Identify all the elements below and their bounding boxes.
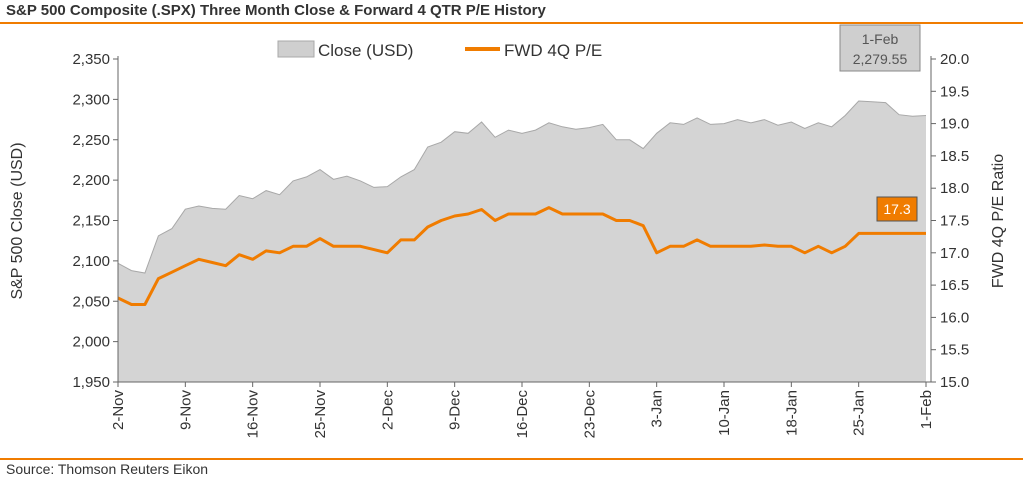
y-right-tick-label: 18.0 bbox=[940, 180, 969, 197]
x-tick-label: 18-Jan bbox=[783, 390, 800, 436]
y-left-tick-label: 2,300 bbox=[72, 91, 110, 108]
y-left-axis-title: S&P 500 Close (USD) bbox=[9, 142, 26, 299]
y-left-tick-label: 2,250 bbox=[72, 132, 110, 149]
source-rule bbox=[0, 458, 1023, 460]
y-right-tick-label: 19.0 bbox=[940, 116, 969, 133]
chart-svg: Close (USD) FWD 4Q P/E 1,950 2,000 2,050 2,… bbox=[9, 24, 1007, 438]
y-right-tick-label: 15.5 bbox=[940, 342, 969, 359]
pe-line bbox=[117, 206, 926, 306]
close-callout-date: 1-Feb bbox=[862, 31, 899, 47]
source-note: Source: Thomson Reuters Eikon bbox=[6, 461, 209, 477]
close-area bbox=[118, 101, 926, 382]
legend-label-pe: FWD 4Q P/E bbox=[504, 41, 602, 60]
x-tick-label: 16-Dec bbox=[514, 390, 531, 439]
axes-layer: 1,950 2,000 2,050 2,100 2,150 2,200 2,250 2,300… bbox=[72, 51, 969, 438]
y-left-tick-label: 2,000 bbox=[72, 334, 110, 351]
y-left-tick-label: 2,050 bbox=[72, 293, 110, 310]
y-left-tick-label: 2,100 bbox=[72, 253, 110, 270]
y-right-tick-label: 19.5 bbox=[940, 83, 969, 100]
legend-label-close: Close (USD) bbox=[318, 41, 413, 60]
y-right-tick-label: 18.5 bbox=[940, 148, 969, 165]
chart-title: S&P 500 Composite (.SPX) Three Month Clo… bbox=[6, 2, 546, 19]
x-tick-label: 25-Nov bbox=[312, 390, 329, 439]
title-rule bbox=[0, 22, 1023, 24]
x-tick-label: 9-Nov bbox=[177, 390, 194, 431]
x-tick-label: 2-Dec bbox=[379, 390, 396, 431]
legend: Close (USD) FWD 4Q P/E bbox=[277, 40, 602, 60]
x-tick-label: 3-Jan bbox=[649, 390, 666, 428]
y-right-tick-label: 16.5 bbox=[940, 277, 969, 294]
x-tick-label: 25-Jan bbox=[851, 390, 868, 436]
area-layer bbox=[117, 100, 927, 382]
y-right-tick-label: 15.0 bbox=[940, 374, 969, 391]
pe-callout-value: 17.3 bbox=[883, 201, 910, 217]
y-right-tick-label: 17.0 bbox=[940, 245, 969, 262]
close-callout-value: 2,279.55 bbox=[853, 51, 908, 67]
annotation-layer: 1-Feb 2,279.55 17.3 bbox=[839, 24, 921, 222]
x-tick-label: 1-Feb bbox=[918, 390, 935, 429]
y-right-axis-title: FWD 4Q P/E Ratio bbox=[990, 154, 1007, 288]
x-tick-label: 16-Nov bbox=[245, 390, 262, 439]
close-area-edge bbox=[117, 100, 927, 274]
x-tick-label: 10-Jan bbox=[716, 390, 733, 436]
close-callout-box bbox=[839, 24, 921, 72]
pe-callout-box bbox=[876, 196, 918, 222]
y-right-tick-label: 16.0 bbox=[940, 309, 969, 326]
line-layer bbox=[117, 206, 926, 306]
legend-swatch-close bbox=[277, 40, 315, 58]
x-tick-label: 2-Nov bbox=[110, 390, 127, 431]
y-left-tick-label: 2,350 bbox=[72, 51, 110, 68]
y-left-tick-label: 2,200 bbox=[72, 172, 110, 189]
y-right-tick-label: 20.0 bbox=[940, 51, 969, 68]
y-left-tick-label: 1,950 bbox=[72, 374, 110, 391]
y-left-tick-label: 2,150 bbox=[72, 213, 110, 230]
y-right-tick-label: 17.5 bbox=[940, 213, 969, 230]
x-tick-label: 23-Dec bbox=[581, 390, 598, 439]
x-tick-label: 9-Dec bbox=[447, 390, 464, 431]
